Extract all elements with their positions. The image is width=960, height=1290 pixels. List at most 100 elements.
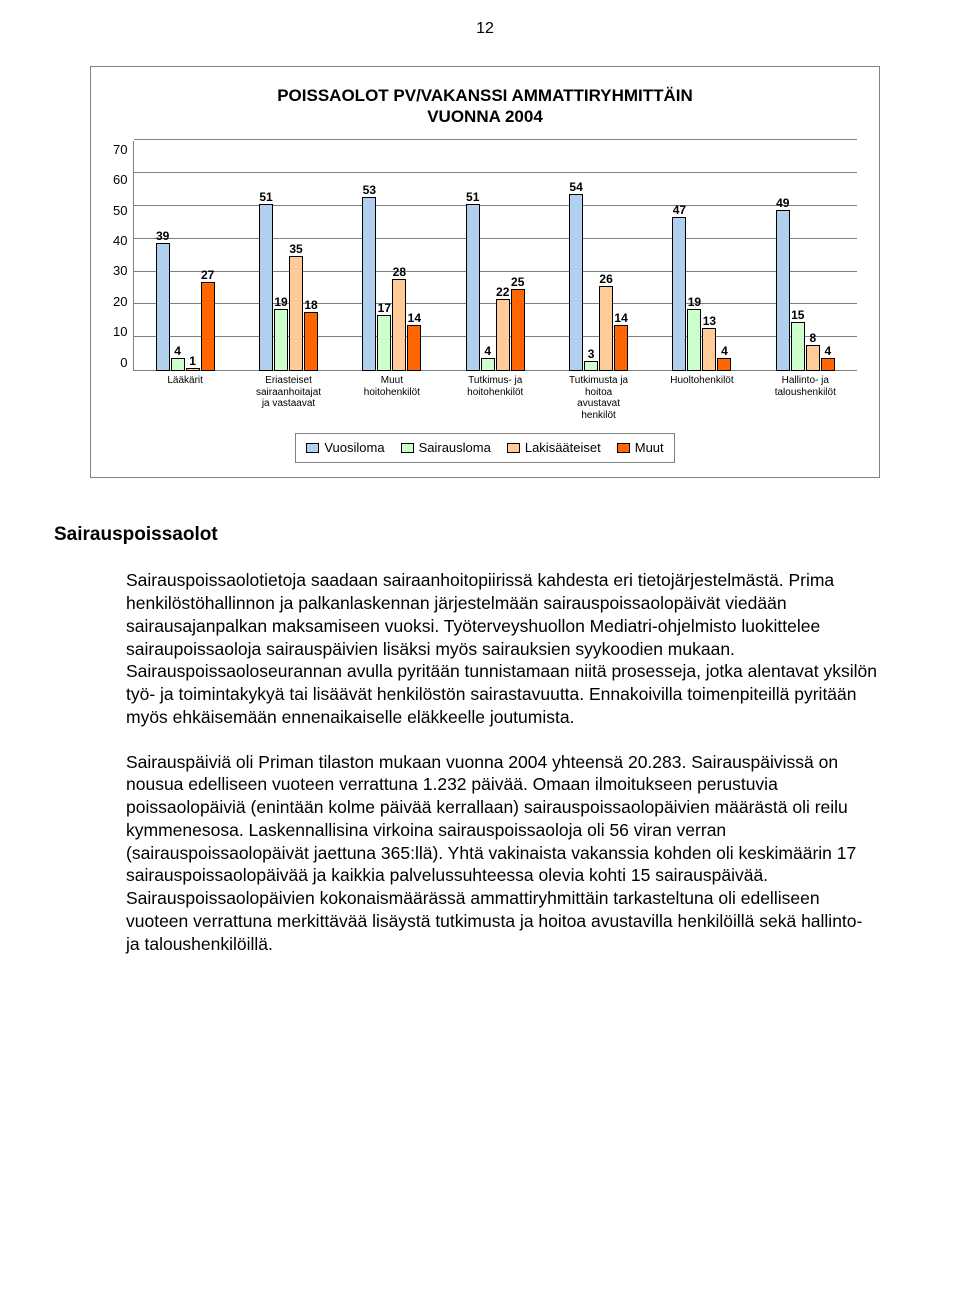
bar-value-label: 51 <box>259 189 272 205</box>
legend-swatch <box>401 443 414 453</box>
bar: 17 <box>377 315 391 371</box>
bar-value-label: 4 <box>824 343 831 359</box>
bar-value-label: 39 <box>156 228 169 244</box>
bar-value-label: 3 <box>588 346 595 362</box>
bar-value-label: 14 <box>408 310 421 326</box>
bar-group: 5432614 <box>569 194 628 371</box>
legend-item: Muut <box>617 439 664 457</box>
gridline <box>134 139 857 140</box>
bar-value-label: 15 <box>791 307 804 323</box>
legend-label: Sairausloma <box>419 439 491 457</box>
y-tick-label: 30 <box>113 262 127 280</box>
bar-value-label: 51 <box>466 189 479 205</box>
paragraph: Sairauspäiviä oli Priman tilaston mukaan… <box>126 751 880 956</box>
bar-value-label: 49 <box>776 195 789 211</box>
legend-swatch <box>507 443 520 453</box>
bar: 26 <box>599 286 613 371</box>
chart-container: POISSAOLOT PV/VAKANSSI AMMATTIRYHMITTÄIN… <box>90 66 880 478</box>
bar-value-label: 22 <box>496 284 509 300</box>
bar-value-label: 14 <box>614 310 627 326</box>
body-text: Sairauspoissaolotietoja saadaan sairaanh… <box>126 569 880 955</box>
bar-value-label: 4 <box>174 343 181 359</box>
bar-value-label: 13 <box>703 313 716 329</box>
bar: 4 <box>481 358 495 371</box>
bar: 27 <box>201 282 215 371</box>
x-axis-label: Huoltohenkilöt <box>650 375 753 421</box>
bar: 19 <box>274 309 288 371</box>
bar-value-label: 18 <box>304 297 317 313</box>
bar: 35 <box>289 256 303 371</box>
bar-value-label: 53 <box>363 182 376 198</box>
bar-value-label: 25 <box>511 274 524 290</box>
bar-value-label: 54 <box>569 179 582 195</box>
chart-title: POISSAOLOT PV/VAKANSSI AMMATTIRYHMITTÄIN… <box>113 85 857 128</box>
bar-value-label: 47 <box>673 202 686 218</box>
bar-value-label: 35 <box>289 241 302 257</box>
bar-group: 51193518 <box>259 204 318 372</box>
bar-value-label: 4 <box>484 343 491 359</box>
bar: 18 <box>304 312 318 371</box>
legend-item: Vuosiloma <box>306 439 384 457</box>
x-axis-label: Lääkärit <box>133 375 236 421</box>
legend-label: Vuosiloma <box>324 439 384 457</box>
legend-label: Lakisääteiset <box>525 439 601 457</box>
bar: 49 <box>776 210 790 371</box>
bar: 4 <box>171 358 185 371</box>
bar: 53 <box>362 197 376 371</box>
x-axis-labels: LääkäritEriasteiset sairaanhoitajat ja v… <box>133 375 857 421</box>
bar: 51 <box>466 204 480 372</box>
bar-value-label: 19 <box>274 294 287 310</box>
y-tick-label: 70 <box>113 141 127 159</box>
legend-label: Muut <box>635 439 664 457</box>
bar: 39 <box>156 243 170 371</box>
section-heading: Sairauspoissaolot <box>54 522 880 548</box>
bar-group: 4719134 <box>672 217 731 371</box>
bar-value-label: 28 <box>393 264 406 280</box>
page-number: 12 <box>90 18 880 40</box>
y-tick-label: 40 <box>113 232 127 250</box>
y-tick-label: 50 <box>113 202 127 220</box>
paragraph: Sairauspoissaolotietoja saadaan sairaanh… <box>126 569 880 728</box>
bar: 1 <box>186 368 200 371</box>
y-tick-label: 60 <box>113 171 127 189</box>
bar: 8 <box>806 345 820 371</box>
legend-swatch <box>306 443 319 453</box>
bar: 13 <box>702 328 716 371</box>
bar: 47 <box>672 217 686 371</box>
legend-item: Lakisääteiset <box>507 439 601 457</box>
legend-item: Sairausloma <box>401 439 491 457</box>
y-axis: 70 60 50 40 30 20 10 0 <box>113 141 133 371</box>
bar-value-label: 26 <box>599 271 612 287</box>
bar: 22 <box>496 299 510 371</box>
legend-swatch <box>617 443 630 453</box>
bar: 51 <box>259 204 273 372</box>
bar-group: 4915 84 <box>776 210 835 371</box>
bar-value-label: 17 <box>378 300 391 316</box>
bar: 14 <box>614 325 628 371</box>
bar-groups: 3941275119351853172814514222554326144719… <box>133 141 857 371</box>
bar: 4 <box>821 358 835 371</box>
bar: 4 <box>717 358 731 371</box>
bar-value-label: 27 <box>201 267 214 283</box>
bar-value-label: 8 <box>809 330 816 346</box>
bar-value-label: 4 <box>721 343 728 359</box>
bar-value-label: 19 <box>688 294 701 310</box>
x-axis-label: Tutkimusta ja hoitoa avustavat henkilöt <box>547 375 650 421</box>
x-axis-label: Muut hoitohenkilöt <box>340 375 443 421</box>
y-tick-label: 0 <box>120 354 127 372</box>
bar-group: 394127 <box>156 243 215 371</box>
x-axis-label: Tutkimus- ja hoitohenkilöt <box>444 375 547 421</box>
y-tick-label: 10 <box>113 323 127 341</box>
y-tick-label: 20 <box>113 293 127 311</box>
bar: 28 <box>392 279 406 371</box>
plot-area: 3941275119351853172814514222554326144719… <box>133 141 857 421</box>
bar-group: 53172814 <box>362 197 421 371</box>
x-axis-label: Eriasteiset sairaanhoitajat ja vastaavat <box>237 375 340 421</box>
bar: 54 <box>569 194 583 371</box>
bar-value-label: 1 <box>189 353 196 369</box>
bar: 14 <box>407 325 421 371</box>
bar: 25 <box>511 289 525 371</box>
bar: 3 <box>584 361 598 371</box>
chart-body: 706050403020100 394127511935185317281451… <box>113 141 857 421</box>
bar: 19 <box>687 309 701 371</box>
